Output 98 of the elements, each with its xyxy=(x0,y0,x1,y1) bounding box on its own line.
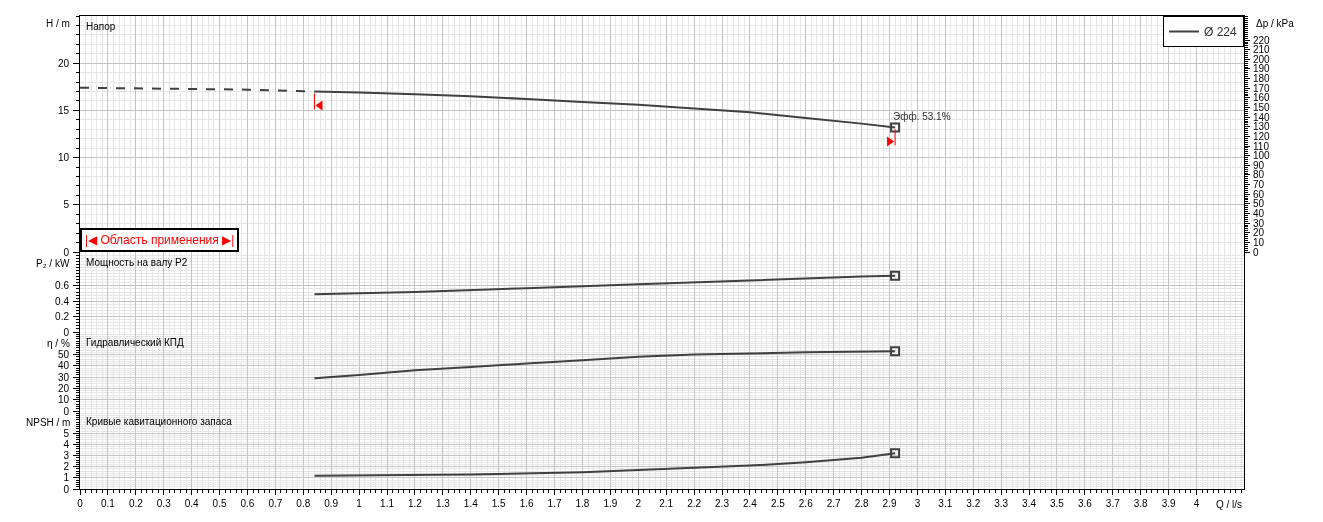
y-tick-label: 20 xyxy=(57,57,70,69)
x-tick-label: 3.8 xyxy=(1133,498,1149,509)
x-tick-label: 1 xyxy=(356,498,363,509)
y2-tick-label: 180 xyxy=(1253,73,1271,85)
x-tick-label: 1.1 xyxy=(380,498,395,509)
x-tick-label: 3.5 xyxy=(1050,498,1065,509)
text: Мощность на валу P2 xyxy=(86,257,188,268)
x-tick-label: 2.3 xyxy=(715,498,730,509)
x-tick-label: 4 xyxy=(1193,498,1200,509)
x-tick-label: 0.8 xyxy=(296,498,311,509)
y-tick-label: 10 xyxy=(57,394,70,406)
y2-tick-label: 170 xyxy=(1253,82,1271,94)
y-tick-label: 0 xyxy=(63,326,70,338)
y2-tick-label: 190 xyxy=(1253,63,1271,75)
annotation: |◀ Область применения ▶| xyxy=(85,233,235,247)
y-tick-label: 15 xyxy=(57,104,70,116)
x-tick-label: 1.9 xyxy=(603,498,618,509)
y2-tick-label: 20 xyxy=(1253,227,1265,239)
x-tick-label: 0.3 xyxy=(156,498,172,509)
y2-tick-label: 120 xyxy=(1253,130,1271,142)
y2-tick-label: 10 xyxy=(1253,236,1265,248)
y2-tick-label: 90 xyxy=(1253,159,1265,171)
y2-tick-label: 0 xyxy=(1253,246,1259,258)
x-tick-label: 0 xyxy=(77,498,84,509)
y-tick-label: 30 xyxy=(57,371,70,383)
x-tick-label: 0.5 xyxy=(212,498,227,509)
x-tick-label: 3.6 xyxy=(1077,498,1093,509)
x-tick-label: 3 xyxy=(914,498,921,509)
x-tick-label: 1.8 xyxy=(575,498,590,509)
x-tick-label: 2.6 xyxy=(798,498,814,509)
x-tick-label: 3.2 xyxy=(966,498,981,509)
x-tick-label: 3.9 xyxy=(1161,498,1177,509)
y2-tick-label: 70 xyxy=(1253,179,1265,191)
y-tick-label: 5 xyxy=(63,427,70,439)
x-tick-label: 2.2 xyxy=(687,498,702,509)
y2-tick-label: 150 xyxy=(1253,102,1271,114)
x-tick-label: 1.2 xyxy=(408,498,423,509)
y-axis-title: NPSH / m xyxy=(26,417,71,428)
x-tick-label: 2.8 xyxy=(854,498,869,509)
x-tick-label: 2.1 xyxy=(659,498,674,509)
x-tick-label: 0.6 xyxy=(240,498,255,509)
legend-label: Ø 224 xyxy=(1204,25,1238,40)
y-axis-title: P₂ / kW xyxy=(36,258,70,269)
y2-tick-label: 140 xyxy=(1253,111,1271,123)
y-tick-label: 40 xyxy=(57,360,70,372)
text: Гидравлический КПД xyxy=(86,337,185,348)
y2-tick-label: 100 xyxy=(1253,150,1271,162)
y-tick-label: 50 xyxy=(57,349,70,361)
y-tick-label: 0.4 xyxy=(55,295,70,307)
x-tick-label: 2.4 xyxy=(742,498,758,509)
x-tick-label: 1.3 xyxy=(435,498,451,509)
x-tick-label: 3.1 xyxy=(938,498,953,509)
x-tick-label: 2.7 xyxy=(826,498,842,509)
y-tick-label: 4 xyxy=(63,438,70,450)
y-axis-title: η / % xyxy=(47,338,70,349)
y-tick-label: 3 xyxy=(63,450,70,462)
y-tick-label: 1 xyxy=(63,472,70,484)
x-tick-label: 1.6 xyxy=(519,498,535,509)
x-tick-label: 1.7 xyxy=(547,498,562,509)
y-tick-label: 10 xyxy=(57,152,70,164)
x-tick-label: 0.2 xyxy=(128,498,144,509)
x-tick-label: 2.5 xyxy=(770,498,786,509)
y2-tick-label: 200 xyxy=(1253,53,1271,65)
x-tick-label: 3.7 xyxy=(1105,498,1121,509)
x-tick-label: 3.3 xyxy=(994,498,1009,509)
y2-tick-label: 50 xyxy=(1253,198,1265,210)
x-tick-label: 0.9 xyxy=(324,498,339,509)
text: Кривые кавитационного запаса xyxy=(86,416,233,427)
x-tick-label: 0.4 xyxy=(184,498,200,509)
x-tick-label: 2.9 xyxy=(882,498,897,509)
text: Напор xyxy=(86,21,116,32)
y2-tick-label: 40 xyxy=(1253,207,1265,219)
x-tick-label: 2 xyxy=(635,498,642,509)
x-tick-label: 1.4 xyxy=(463,498,479,509)
y2-tick-label: 130 xyxy=(1253,121,1271,133)
y-tick-label: 0 xyxy=(63,405,70,417)
y2-tick-label: 30 xyxy=(1253,217,1265,229)
y2-tick-label: 220 xyxy=(1253,34,1271,46)
x-axis-title: Q / l/s xyxy=(1216,499,1243,510)
y-tick-label: 0.6 xyxy=(55,280,70,292)
y2-tick-label: 60 xyxy=(1253,188,1265,200)
y-tick-label: 2 xyxy=(63,461,70,473)
y-tick-label: 5 xyxy=(63,199,70,211)
x-tick-label: 0.1 xyxy=(100,498,116,509)
y-axis-title: H / m xyxy=(46,18,70,29)
x-tick-label: 0.7 xyxy=(268,498,283,509)
x-tick-label: 3.4 xyxy=(1022,498,1037,509)
y2-tick-label: 110 xyxy=(1253,140,1270,152)
y2-axis-title: Δp / kPa xyxy=(1256,18,1295,29)
y2-tick-label: 210 xyxy=(1253,44,1271,56)
annotation: Эфф. 53.1% xyxy=(893,111,951,122)
y-tick-label: 0.2 xyxy=(55,311,70,323)
y-tick-label: 20 xyxy=(57,382,70,394)
y-tick-label: 0 xyxy=(63,246,70,258)
y2-tick-label: 80 xyxy=(1253,169,1265,181)
x-tick-label: 1.5 xyxy=(491,498,507,509)
y2-tick-label: 160 xyxy=(1253,92,1271,104)
y-tick-label: 0 xyxy=(63,483,70,495)
